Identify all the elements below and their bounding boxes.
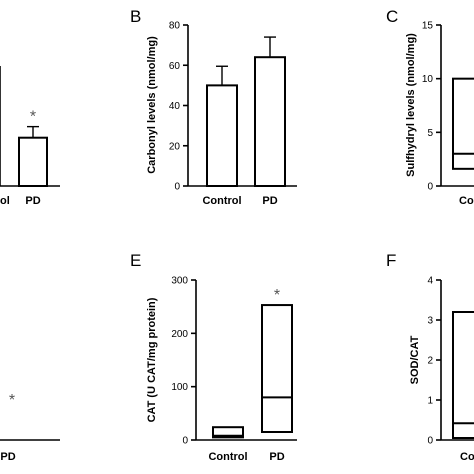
panel-e-box bbox=[261, 304, 293, 434]
panel-f-y-tick-label: 1 bbox=[427, 396, 433, 407]
panel-a-category-pd: PD bbox=[25, 195, 40, 207]
panel-b-y-tick-label: 0 bbox=[174, 182, 180, 193]
panel-a: * ol PD bbox=[0, 66, 60, 207]
panel-c-y-tick-label: 10 bbox=[422, 74, 434, 85]
panel-d-category-pd: PD bbox=[0, 451, 15, 463]
panel-f-y-tick-label: 0 bbox=[427, 436, 433, 447]
panel-c-marks bbox=[452, 77, 474, 170]
panel-e-category-pd: PD bbox=[269, 451, 284, 463]
panel-b-category-pd: PD bbox=[262, 195, 277, 207]
panel-b-ticks: 0 20 40 60 80 bbox=[169, 21, 188, 193]
panel-f-ticks: 0 1 2 3 4 bbox=[427, 276, 441, 447]
panel-c-y-axis-label: Sulfhydryl levels (nmol/mg) bbox=[405, 33, 417, 177]
panel-d: * PD bbox=[0, 392, 60, 463]
panel-c-letter: C bbox=[386, 7, 398, 26]
panel-a-category-control: ol bbox=[0, 195, 10, 207]
panel-b-y-tick-label: 20 bbox=[169, 141, 181, 152]
panel-b-letter: B bbox=[130, 7, 141, 26]
panel-c-y-tick-label: 0 bbox=[427, 182, 433, 193]
panel-e-significance-star: * bbox=[274, 287, 280, 304]
panel-f-letter: F bbox=[386, 251, 396, 270]
panel-a-bar bbox=[18, 136, 48, 187]
panel-f-box bbox=[452, 311, 474, 439]
panel-b-y-tick-label: 80 bbox=[169, 21, 181, 32]
panel-b-y-tick-label: 60 bbox=[169, 61, 181, 72]
panel-e-y-tick-label: 200 bbox=[171, 329, 188, 340]
panel-b-y-axis-label: Carbonyl levels (nmol/mg) bbox=[146, 36, 158, 174]
panel-e-y-tick-label: 100 bbox=[171, 382, 188, 393]
panel-b-y-tick-label: 40 bbox=[169, 101, 181, 112]
panel-e-y-tick-label: 300 bbox=[171, 276, 188, 287]
panel-e-box bbox=[212, 426, 244, 439]
panel-c-category-control: Co bbox=[459, 195, 474, 207]
panel-f: F SOD/CAT 0 1 2 3 4 Co bbox=[386, 251, 474, 463]
panel-e-category-control: Control bbox=[208, 451, 247, 463]
panel-f-y-tick-label: 4 bbox=[427, 276, 433, 287]
panel-c-y-tick-label: 5 bbox=[427, 128, 433, 139]
panel-c-y-tick-label: 15 bbox=[422, 21, 434, 32]
panel-f-marks bbox=[452, 311, 474, 439]
panel-e-letter: E bbox=[130, 251, 141, 270]
panel-f-y-tick-label: 3 bbox=[427, 316, 433, 327]
panel-a-marks: * bbox=[18, 109, 48, 187]
panel-b-category-control: Control bbox=[202, 195, 241, 207]
panel-e-y-tick-label: 0 bbox=[182, 436, 188, 447]
panel-f-y-axis-label: SOD/CAT bbox=[409, 335, 421, 384]
panel-c-ticks: 0 5 10 15 bbox=[422, 21, 441, 193]
panel-b-bar bbox=[254, 56, 286, 188]
panel-a-significance-star: * bbox=[30, 109, 36, 126]
panel-e-ticks: 0 100 200 300 bbox=[171, 276, 196, 447]
panel-d-significance-star: * bbox=[9, 392, 15, 409]
panel-e-marks: * bbox=[212, 287, 293, 439]
panel-e: E CAT (U CAT/mg protein) 0 100 200 300 * Co… bbox=[130, 251, 297, 463]
panel-b-marks bbox=[206, 36, 286, 188]
panel-f-category-control: Co bbox=[460, 451, 474, 463]
panel-b: B Carbonyl levels (nmol/mg) 0 20 40 60 80 Co… bbox=[130, 7, 297, 207]
panel-b-bar bbox=[206, 84, 238, 187]
panel-c: C Sulfhydryl levels (nmol/mg) 0 5 10 15 Co bbox=[386, 7, 474, 207]
panel-e-y-axis-label: CAT (U CAT/mg protein) bbox=[146, 297, 158, 422]
panel-c-box bbox=[452, 77, 474, 170]
panel-f-y-tick-label: 2 bbox=[427, 356, 433, 367]
panel-d-marks: * bbox=[9, 392, 15, 409]
